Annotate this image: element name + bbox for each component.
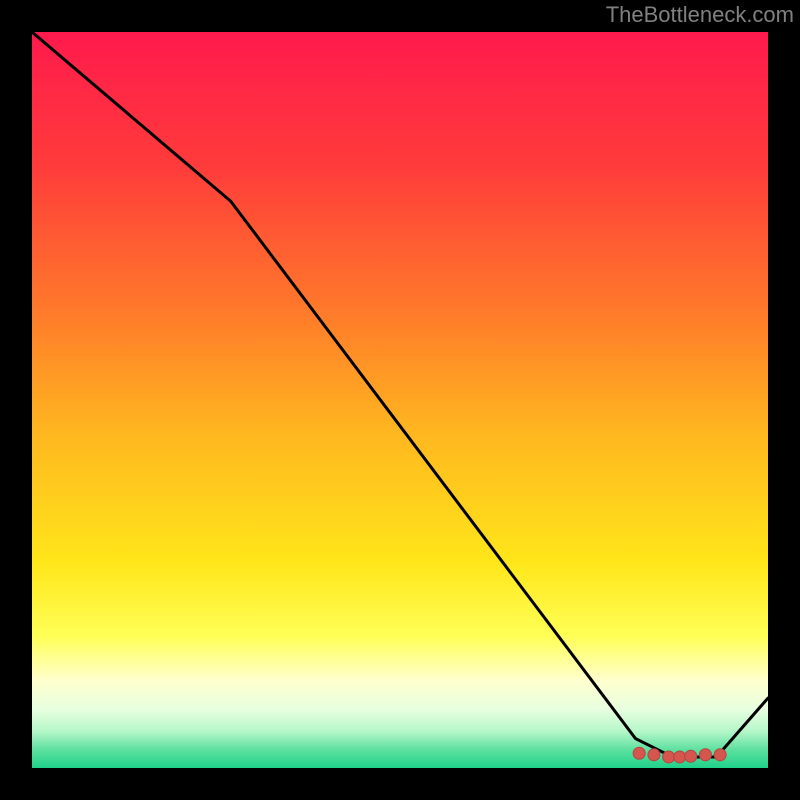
- marker-point: [685, 750, 697, 762]
- marker-point: [648, 749, 660, 761]
- marker-point: [663, 751, 675, 763]
- marker-point: [699, 749, 711, 761]
- plot-background: [32, 32, 768, 768]
- marker-point: [674, 751, 686, 763]
- chart-stage: TheBottleneck.com: [0, 0, 800, 800]
- marker-point: [633, 747, 645, 759]
- marker-point: [714, 749, 726, 761]
- watermark-text: TheBottleneck.com: [606, 2, 794, 28]
- chart-svg: [0, 0, 800, 800]
